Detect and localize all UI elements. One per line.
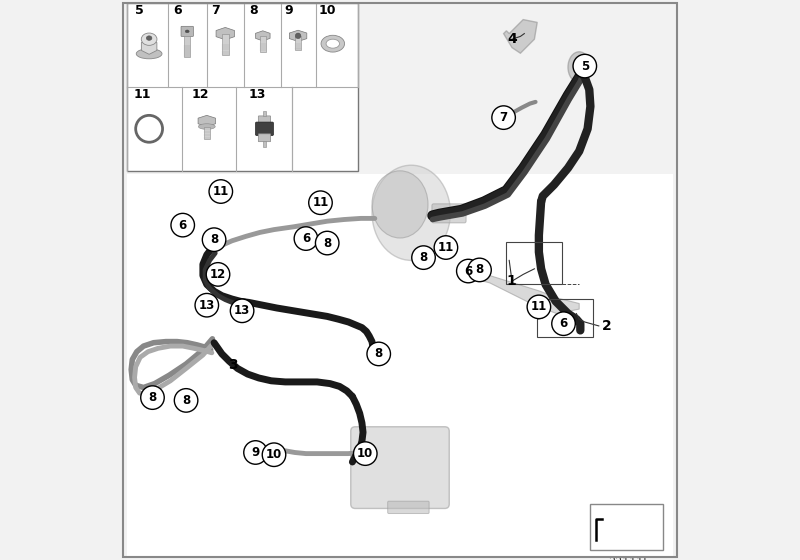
FancyBboxPatch shape — [262, 111, 266, 116]
Text: 12: 12 — [191, 88, 209, 101]
Polygon shape — [478, 274, 579, 314]
Text: 8: 8 — [148, 391, 157, 404]
FancyBboxPatch shape — [350, 427, 450, 508]
Text: 7: 7 — [211, 4, 220, 17]
Circle shape — [412, 246, 435, 269]
Circle shape — [171, 213, 194, 237]
Text: 2: 2 — [602, 319, 612, 333]
Circle shape — [294, 227, 318, 250]
FancyBboxPatch shape — [258, 134, 270, 142]
FancyBboxPatch shape — [184, 36, 190, 57]
Text: 3: 3 — [228, 358, 238, 372]
Circle shape — [492, 106, 515, 129]
Ellipse shape — [372, 171, 428, 238]
FancyBboxPatch shape — [204, 127, 210, 139]
Text: 11: 11 — [312, 196, 329, 209]
Ellipse shape — [321, 35, 345, 52]
FancyBboxPatch shape — [255, 122, 274, 136]
Ellipse shape — [198, 124, 215, 129]
Text: 8: 8 — [182, 394, 190, 407]
Text: 6: 6 — [178, 218, 187, 232]
Circle shape — [202, 228, 226, 251]
Circle shape — [174, 389, 198, 412]
Circle shape — [209, 180, 233, 203]
Text: 13: 13 — [249, 88, 266, 101]
Circle shape — [552, 312, 575, 335]
FancyBboxPatch shape — [258, 116, 270, 124]
Text: 8: 8 — [210, 233, 218, 246]
FancyBboxPatch shape — [260, 36, 266, 52]
Text: 11: 11 — [438, 241, 454, 254]
Ellipse shape — [568, 52, 590, 82]
Circle shape — [315, 231, 339, 255]
Circle shape — [140, 120, 158, 138]
Text: 221115: 221115 — [609, 557, 650, 560]
Text: 4: 4 — [507, 32, 517, 46]
Text: 6: 6 — [302, 232, 310, 245]
FancyBboxPatch shape — [126, 174, 673, 557]
Ellipse shape — [372, 165, 450, 260]
Text: 12: 12 — [210, 268, 226, 281]
Ellipse shape — [326, 39, 339, 48]
Text: 11: 11 — [134, 88, 151, 101]
Circle shape — [141, 386, 164, 409]
Ellipse shape — [142, 33, 157, 45]
Polygon shape — [255, 31, 270, 41]
Text: 6: 6 — [464, 264, 473, 278]
Ellipse shape — [136, 49, 162, 59]
Text: 8: 8 — [249, 4, 258, 17]
FancyBboxPatch shape — [126, 3, 358, 171]
Text: 5: 5 — [581, 59, 589, 73]
Circle shape — [468, 258, 491, 282]
Text: 13: 13 — [198, 298, 215, 312]
Circle shape — [244, 441, 267, 464]
Text: 9: 9 — [284, 4, 293, 17]
Polygon shape — [216, 27, 234, 40]
Polygon shape — [142, 39, 157, 54]
Circle shape — [573, 54, 597, 78]
Polygon shape — [290, 30, 307, 41]
Ellipse shape — [186, 30, 189, 32]
Text: 6: 6 — [559, 317, 568, 330]
Text: 8: 8 — [374, 347, 383, 361]
Text: 10: 10 — [266, 448, 282, 461]
Circle shape — [195, 293, 218, 317]
Text: 11: 11 — [530, 300, 547, 314]
Text: 8: 8 — [475, 263, 484, 277]
Text: 10: 10 — [357, 447, 374, 460]
Text: 9: 9 — [251, 446, 260, 459]
Text: 10: 10 — [318, 4, 336, 17]
Text: 7: 7 — [499, 111, 508, 124]
Circle shape — [527, 295, 550, 319]
FancyBboxPatch shape — [181, 26, 194, 36]
Circle shape — [136, 115, 162, 142]
Circle shape — [262, 443, 286, 466]
Circle shape — [434, 236, 458, 259]
Circle shape — [367, 342, 390, 366]
Text: 8: 8 — [419, 251, 428, 264]
Circle shape — [230, 299, 254, 323]
Circle shape — [295, 33, 301, 39]
Text: 5: 5 — [135, 4, 144, 17]
FancyBboxPatch shape — [388, 501, 429, 514]
Polygon shape — [198, 115, 215, 127]
Polygon shape — [504, 20, 538, 53]
Text: 6: 6 — [174, 4, 182, 17]
FancyBboxPatch shape — [222, 34, 229, 55]
Circle shape — [354, 442, 377, 465]
Text: 1: 1 — [506, 274, 516, 288]
Circle shape — [309, 191, 332, 214]
FancyBboxPatch shape — [295, 36, 301, 50]
FancyBboxPatch shape — [590, 504, 663, 550]
Text: 11: 11 — [213, 185, 229, 198]
FancyBboxPatch shape — [262, 141, 266, 147]
Circle shape — [457, 259, 480, 283]
FancyBboxPatch shape — [432, 204, 466, 223]
Text: 13: 13 — [234, 304, 250, 318]
Text: 8: 8 — [323, 236, 331, 250]
Circle shape — [206, 263, 230, 286]
Ellipse shape — [146, 36, 152, 40]
